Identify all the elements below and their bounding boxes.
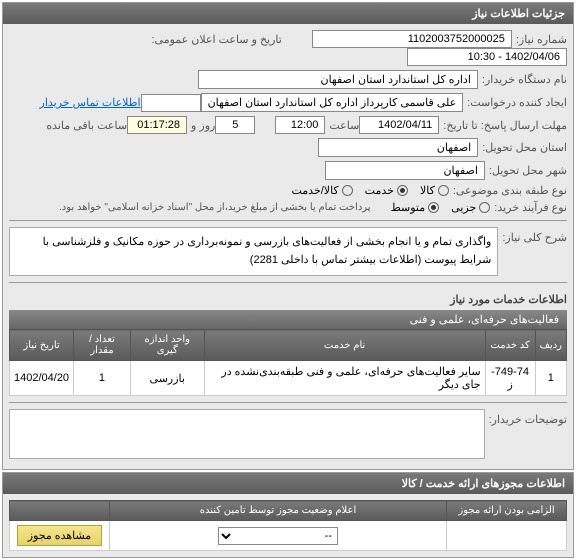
- col-date: تاريخ نياز: [10, 330, 74, 361]
- panel-body: شماره نياز: 1102003752000025 تاريخ و ساع…: [3, 24, 573, 469]
- buyer-notes-label: توضيحات خريدار:: [485, 409, 567, 426]
- permits-panel-title: اطلاعات مجوزهای ارائه خدمت / کالا: [3, 473, 573, 494]
- buyer-org-field: اداره کل استاندارد استان اصفهان: [198, 70, 478, 89]
- requester-label: ايجاد کننده درخواست:: [463, 96, 567, 109]
- need-details-panel: جزئيات اطلاعات نياز شماره نياز: 11020037…: [2, 2, 574, 470]
- delivery-province-field: اصفهان: [318, 138, 478, 157]
- col-mandatory: الزامی بودن ارائه مجوز: [447, 501, 567, 521]
- desc-text: واگذاری تمام و يا انجام بخشی از فعاليت‌ه…: [9, 227, 498, 276]
- radio-icon: [438, 185, 449, 196]
- view-permit-button[interactable]: مشاهده مجوز: [17, 525, 102, 546]
- radio-motevaset[interactable]: متوسط: [391, 201, 440, 214]
- cell-code: 749-74-ز: [485, 361, 535, 396]
- permits-row: -- مشاهده مجوز: [10, 521, 567, 551]
- panel-title: جزئيات اطلاعات نياز: [3, 3, 573, 24]
- cell-qty: 1: [74, 361, 131, 396]
- services-group-bar: فعاليت‌های حرفه‌ای، علمی و فنی: [9, 310, 567, 329]
- subject-type-radio-group: کالا خدمت کالا/خدمت: [291, 184, 448, 197]
- col-unit: واحد اندازه گيری: [130, 330, 204, 361]
- announce-field: 1402/04/06 - 10:30: [407, 48, 567, 66]
- process-type-radio-group: جزيی متوسط: [391, 201, 491, 214]
- table-row: 1 749-74-ز ساير فعاليت‌های حرفه‌ای، علمی…: [10, 361, 567, 396]
- permits-table: الزامی بودن ارائه مجوز اعلام وضعيت مجوز …: [9, 500, 567, 551]
- requester-field: علی قاسمی کارپرداز اداره کل استاندارد اس…: [201, 93, 464, 112]
- radio-kala[interactable]: کالا: [420, 184, 449, 197]
- delivery-city-field: اصفهان: [325, 161, 485, 180]
- cell-action: مشاهده مجوز: [10, 521, 110, 551]
- col-name: نام خدمت: [204, 330, 485, 361]
- table-header-row: رديف کد خدمت نام خدمت واحد اندازه گيری ت…: [10, 330, 567, 361]
- cell-name: ساير فعاليت‌های حرفه‌ای، علمی و فنی طبقه…: [204, 361, 485, 396]
- delivery-city-label: شهر محل تحويل:: [485, 164, 567, 177]
- remaining-time-field: 01:17:28: [127, 116, 187, 134]
- deadline-label: مهلت ارسال پاسخ: تا تاريخ:: [439, 119, 567, 132]
- col-qty: تعداد / مقدار: [74, 330, 131, 361]
- cell-unit: بازرسی: [130, 361, 204, 396]
- cell-status: --: [110, 521, 447, 551]
- process-type-label: نوع فرآيند خريد:: [490, 201, 567, 214]
- cell-row: 1: [535, 361, 566, 396]
- time-label-1: ساعت: [325, 119, 359, 132]
- services-header: اطلاعات خدمات مورد نياز: [9, 289, 567, 310]
- radio-icon: [342, 185, 353, 196]
- radio-jozi[interactable]: جزيی: [451, 201, 490, 214]
- col-code: کد خدمت: [485, 330, 535, 361]
- col-row: رديف: [535, 330, 566, 361]
- desc-label: شرح کلی نياز:: [498, 227, 567, 244]
- buyer-contact-link[interactable]: اطلاعات تماس خريدار: [40, 96, 141, 109]
- cell-mandatory: [447, 521, 567, 551]
- radio-icon: [428, 202, 439, 213]
- radio-both[interactable]: کالا/خدمت: [291, 184, 352, 197]
- contact-empty-field: [141, 94, 201, 112]
- buyer-org-label: نام دستگاه خريدار:: [478, 73, 567, 86]
- status-select[interactable]: --: [218, 527, 338, 545]
- services-table: رديف کد خدمت نام خدمت واحد اندازه گيری ت…: [9, 329, 567, 396]
- deadline-date-field: 1402/04/11: [359, 116, 439, 134]
- col-status: اعلام وضعيت مجوز توسط تامين کننده: [110, 501, 447, 521]
- buyer-notes-box: [9, 409, 485, 459]
- radio-icon: [397, 185, 408, 196]
- days-label: روز و: [187, 119, 215, 132]
- subject-type-label: نوع طبقه بندی موضوعی:: [449, 184, 567, 197]
- request-no-label: شماره نياز:: [512, 33, 567, 46]
- permits-panel: اطلاعات مجوزهای ارائه خدمت / کالا الزامی…: [2, 472, 574, 558]
- permits-panel-body: الزامی بودن ارائه مجوز اعلام وضعيت مجوز …: [3, 494, 573, 557]
- radio-icon: [479, 202, 490, 213]
- permits-header-row: الزامی بودن ارائه مجوز اعلام وضعيت مجوز …: [10, 501, 567, 521]
- radio-khadmat[interactable]: خدمت: [365, 184, 408, 197]
- col-action: [10, 501, 110, 521]
- cell-date: 1402/04/20: [10, 361, 74, 396]
- request-no-field: 1102003752000025: [312, 30, 512, 48]
- remaining-label: ساعت باقی مانده: [42, 119, 127, 132]
- delivery-province-label: استان محل تحويل:: [478, 141, 567, 154]
- announce-label: تاريخ و ساعت اعلان عمومی:: [147, 33, 281, 46]
- deadline-time-field: 12:00: [275, 116, 325, 134]
- days-field: 5: [215, 116, 255, 134]
- process-note: پرداخت تمام يا بخشی از مبلغ خريد،از محل …: [55, 202, 371, 213]
